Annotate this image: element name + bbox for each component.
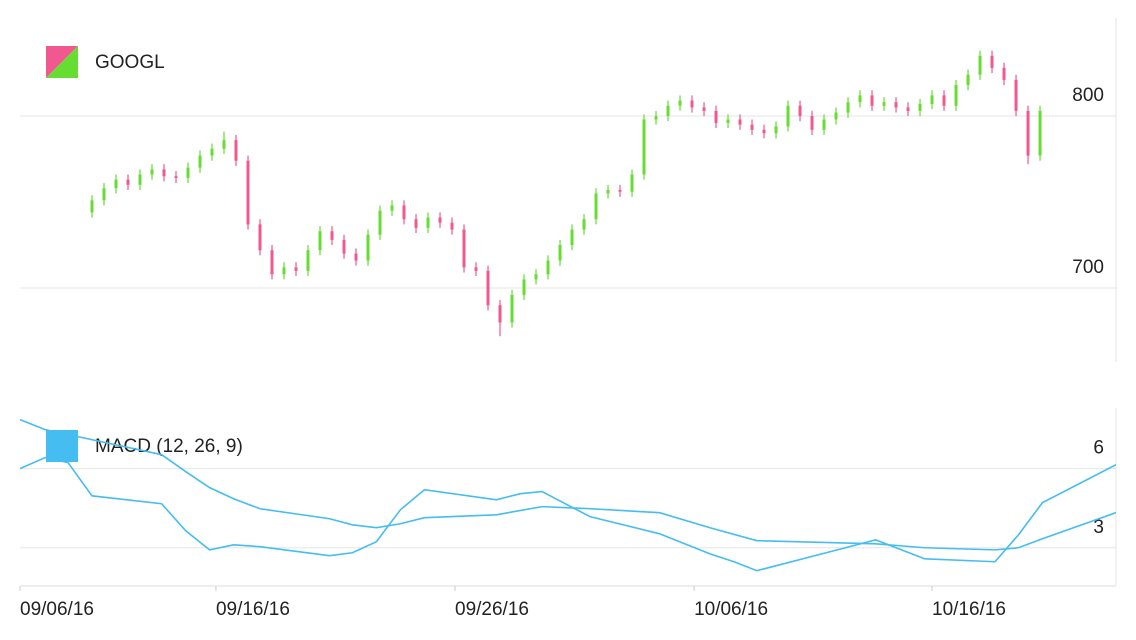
ohlc-body xyxy=(606,190,610,194)
ohlc-body xyxy=(342,239,346,254)
ohlc-body xyxy=(558,245,562,261)
ohlc-body xyxy=(138,174,142,185)
ohlc-body xyxy=(378,210,382,235)
x-tick-label: 10/06/16 xyxy=(694,599,768,620)
ohlc-body xyxy=(918,104,922,111)
ohlc-body xyxy=(474,267,478,271)
y-tick-label: 6 xyxy=(1093,438,1104,459)
ohlc-body xyxy=(306,250,310,271)
ohlc-body xyxy=(414,219,418,228)
legend-swatch-up xyxy=(46,46,78,78)
ohlc-body xyxy=(258,224,262,251)
ohlc-body xyxy=(510,294,514,323)
y-tick-label: 3 xyxy=(1093,517,1104,538)
ohlc-body xyxy=(486,270,490,306)
y-tick-label: 800 xyxy=(1072,85,1104,106)
ohlc-body xyxy=(390,205,394,211)
ohlc-body xyxy=(822,119,826,130)
ohlc-body xyxy=(834,112,838,120)
ohlc-body xyxy=(1002,67,1006,80)
macd-line xyxy=(20,456,1116,572)
legend-label: GOOGL xyxy=(95,52,165,73)
ohlc-body xyxy=(738,119,742,125)
ohlc-body xyxy=(954,85,958,106)
ohlc-body xyxy=(126,179,130,185)
ohlc-body xyxy=(702,107,706,111)
ohlc-body xyxy=(294,267,298,271)
x-tick-label: 09/26/16 xyxy=(455,599,529,620)
ohlc-body xyxy=(618,190,622,192)
ohlc-body xyxy=(798,105,802,117)
ohlc-body xyxy=(630,174,634,192)
ohlc-body xyxy=(942,95,946,106)
ohlc-body xyxy=(1014,79,1018,111)
ohlc-body xyxy=(894,102,898,108)
ohlc-body xyxy=(450,222,454,230)
ohlc-body xyxy=(150,169,154,175)
ohlc-body xyxy=(282,267,286,275)
ohlc-body xyxy=(318,231,322,251)
ohlc-body xyxy=(882,102,886,106)
ohlc-body xyxy=(222,140,226,149)
ohlc-body xyxy=(594,193,598,220)
ohlc-body xyxy=(714,110,718,123)
ohlc-body xyxy=(330,231,334,240)
x-tick-label: 10/16/16 xyxy=(932,599,1006,620)
ohlc-body xyxy=(162,169,166,177)
ohlc-body xyxy=(114,179,118,189)
ohlc-body xyxy=(174,176,178,178)
ohlc-body xyxy=(246,160,250,225)
legend-swatch xyxy=(46,430,78,462)
ohlc-body xyxy=(354,253,358,261)
ohlc-body xyxy=(690,100,694,108)
ohlc-body xyxy=(774,126,778,134)
ohlc-body xyxy=(642,119,646,175)
ohlc-body xyxy=(966,74,970,86)
ohlc-body xyxy=(102,188,106,201)
ohlc-body xyxy=(846,102,850,113)
ohlc-body xyxy=(678,100,682,106)
ohlc-body xyxy=(810,116,814,130)
ohlc-body xyxy=(90,200,94,213)
ohlc-body xyxy=(858,95,862,103)
y-tick-label: 700 xyxy=(1072,257,1104,278)
ohlc-body xyxy=(906,107,910,111)
ohlc-body xyxy=(546,260,550,275)
macd-line xyxy=(20,418,1116,551)
ohlc-body xyxy=(366,234,370,261)
series-group xyxy=(20,418,1116,572)
x-tick-label: 09/06/16 xyxy=(20,599,94,620)
x-tick-label: 09/16/16 xyxy=(216,599,290,620)
ohlc-body xyxy=(198,155,202,168)
ohlc-body xyxy=(426,217,430,228)
ohlc-body xyxy=(750,124,754,130)
ohlc-body xyxy=(762,129,766,134)
ohlc-body xyxy=(726,119,730,123)
ohlc-body xyxy=(522,279,526,295)
ohlc-body xyxy=(930,95,934,104)
ohlc-body xyxy=(870,95,874,106)
ohlc-body xyxy=(654,116,658,120)
ohlc-body xyxy=(210,148,214,156)
ohlc-body xyxy=(1026,110,1030,156)
ohlc-body xyxy=(402,205,406,220)
ohlc-body xyxy=(498,305,502,323)
ohlc-body xyxy=(270,250,274,275)
ohlc-body xyxy=(990,55,994,68)
ohlc-body xyxy=(534,274,538,280)
ohlc-body xyxy=(570,229,574,246)
ohlc-body xyxy=(234,140,238,161)
ohlc-body xyxy=(786,105,790,127)
ohlc-body xyxy=(1038,110,1042,156)
ohlc-body xyxy=(978,55,982,75)
ohlc-body xyxy=(666,105,670,117)
ohlc-body xyxy=(582,219,586,230)
ohlc-body xyxy=(186,167,190,178)
ohlc-body xyxy=(462,229,466,268)
ohlc-body xyxy=(438,217,442,223)
legend-label: MACD (12, 26, 9) xyxy=(95,436,243,457)
